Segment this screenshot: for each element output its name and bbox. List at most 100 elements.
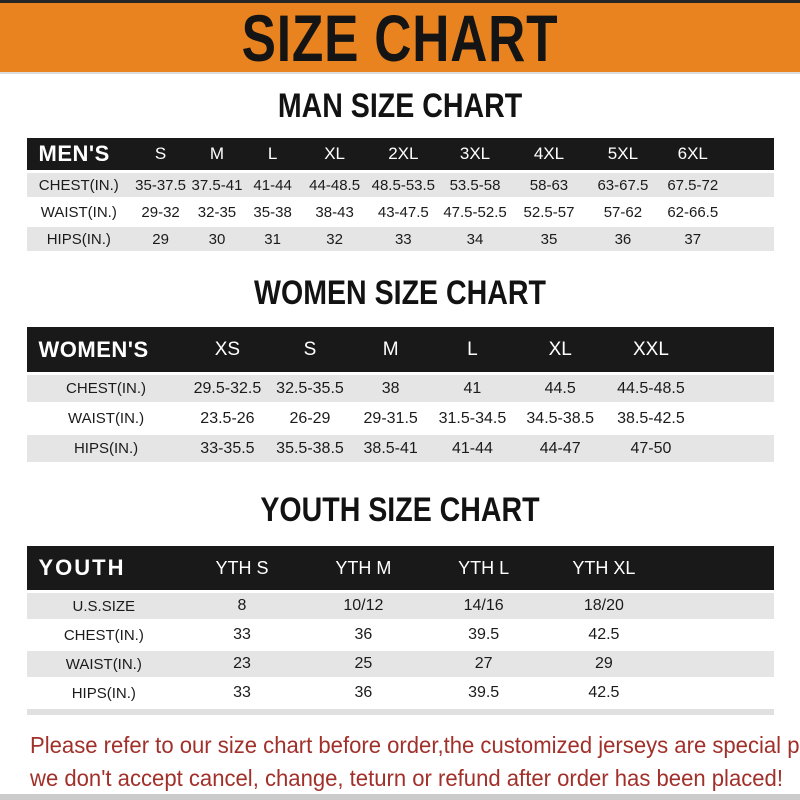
- size-cell: 14/16: [423, 593, 544, 619]
- size-cell: 67.5-72: [659, 173, 727, 197]
- row-filler-cell: [695, 435, 774, 462]
- size-cell: 33: [367, 227, 439, 251]
- row-filler-cell: [695, 405, 774, 432]
- section-heading: MAN SIZE CHART: [277, 87, 523, 125]
- size-cell: 44-48.5: [301, 173, 368, 197]
- size-cell: 38.5-41: [350, 435, 431, 462]
- size-chart-sections: MAN SIZE CHART MEN'S S M L XL 2XL 3XL 4XL 5XL 6XL C…: [0, 87, 800, 715]
- size-cell: 42.5: [543, 680, 665, 706]
- size-cell: 33: [181, 622, 303, 648]
- row-filler-cell: [695, 375, 774, 402]
- size-cell: 29-31.5: [350, 405, 431, 432]
- size-cell: 43-47.5: [367, 200, 439, 224]
- disclaimer-line-1: Please refer to our size chart before or…: [30, 732, 800, 758]
- size-cell: 53.5-58: [438, 173, 512, 197]
- size-cell: 41-44: [243, 173, 302, 197]
- size-table: WOMEN'S XS S M L XL XXL CHEST(IN.) 29.5-32.5 32.5…: [26, 324, 774, 465]
- column-header: YTH M: [302, 546, 424, 590]
- table-header-row: MEN'S S M L XL 2XL 3XL 4XL 5XL 6XL: [26, 138, 774, 170]
- size-cell: 47-50: [606, 435, 696, 462]
- size-cell: 25: [302, 651, 424, 677]
- row-filler-cell: [664, 593, 774, 619]
- disclaimer-line-2: we don't accept cancel, change, teturn o…: [30, 765, 783, 791]
- size-table: MEN'S S M L XL 2XL 3XL 4XL 5XL 6XL CHEST(IN.) 35-37…: [26, 135, 774, 254]
- column-header: S: [269, 327, 351, 372]
- size-cell: 52.5-57: [511, 200, 587, 224]
- size-cell: 23: [181, 651, 303, 677]
- column-header: YTH L: [423, 546, 544, 590]
- size-cell: 10/12: [302, 593, 424, 619]
- size-cell: 37.5-41: [190, 173, 244, 197]
- column-header: XXL: [606, 327, 696, 372]
- table-row: CHEST(IN.) 29.5-32.5 32.5-35.5 38 41 44.5 44.5…: [26, 375, 774, 402]
- column-header: YTH S: [181, 546, 303, 590]
- row-label: CHEST(IN.): [26, 173, 132, 197]
- size-cell: 35.5-38.5: [269, 435, 351, 462]
- column-header: YTH XL: [543, 546, 665, 590]
- column-header: 4XL: [511, 138, 587, 170]
- row-filler-cell: [664, 680, 774, 706]
- size-table: YOUTH YTH S YTH M YTH L YTH XL U.S.SIZE 8 10/12…: [26, 543, 774, 715]
- size-cell: 32: [301, 227, 368, 251]
- column-header: L: [243, 138, 302, 170]
- size-cell: 30: [190, 227, 244, 251]
- table-row: CHEST(IN.) 35-37.5 37.5-41 41-44 44-48.5 48.5…: [26, 173, 774, 197]
- size-cell: 29-32: [131, 200, 191, 224]
- size-cell: 36: [586, 227, 660, 251]
- table-corner-label: YOUTH: [26, 546, 182, 590]
- row-label: CHEST(IN.): [26, 622, 182, 648]
- row-label: WAIST(IN.): [26, 405, 186, 432]
- section-youth: YOUTH SIZE CHART YOUTH YTH S YTH M YTH L YTH …: [0, 491, 800, 715]
- column-header: XL: [301, 138, 368, 170]
- size-cell: 58-63: [511, 173, 587, 197]
- size-cell: 34: [438, 227, 512, 251]
- size-cell: 35-38: [243, 200, 302, 224]
- size-cell: 29: [543, 651, 665, 677]
- size-cell: 44.5: [514, 375, 607, 402]
- size-cell: 37: [659, 227, 727, 251]
- size-cell: 47.5-52.5: [438, 200, 512, 224]
- size-cell: 42.5: [543, 622, 665, 648]
- size-cell: 26-29: [269, 405, 351, 432]
- row-filler-cell: [726, 200, 774, 224]
- table-row: HIPS(IN.) 29 30 31 32 33 34 35 36 37: [26, 227, 774, 251]
- size-cell: 38.5-42.5: [606, 405, 696, 432]
- size-cell: 18/20: [543, 593, 665, 619]
- page-title: SIZE CHART: [241, 0, 559, 75]
- size-cell: 32-35: [190, 200, 244, 224]
- size-cell: 23.5-26: [185, 405, 270, 432]
- row-label: WAIST(IN.): [26, 200, 132, 224]
- section-heading: WOMEN SIZE CHART: [254, 274, 546, 312]
- column-header: 3XL: [438, 138, 512, 170]
- size-cell: 31.5-34.5: [430, 405, 515, 432]
- header-filler-cell: [695, 327, 774, 372]
- table-row: WAIST(IN.) 23.5-26 26-29 29-31.5 31.5-34.5 34…: [26, 405, 774, 432]
- size-cell: 39.5: [423, 622, 544, 648]
- size-cell: 33-35.5: [185, 435, 270, 462]
- size-cell: 38: [350, 375, 431, 402]
- size-cell: 29: [131, 227, 191, 251]
- size-cell: 39.5: [423, 680, 544, 706]
- table-row: CHEST(IN.) 33 36 39.5 42.5: [26, 622, 774, 648]
- row-filler-cell: [726, 227, 774, 251]
- row-label: HIPS(IN.): [26, 227, 132, 251]
- section-women: WOMEN SIZE CHART WOMEN'S XS S M L XL XXL CHEST(I…: [0, 274, 800, 465]
- column-header: S: [131, 138, 191, 170]
- table-row: U.S.SIZE 8 10/12 14/16 18/20: [26, 593, 774, 619]
- column-header: M: [190, 138, 244, 170]
- size-cell: 41: [430, 375, 515, 402]
- size-cell: 35-37.5: [131, 173, 191, 197]
- size-cell: 44-47: [514, 435, 607, 462]
- column-header: L: [430, 327, 515, 372]
- column-header: XS: [185, 327, 270, 372]
- size-cell: 63-67.5: [586, 173, 660, 197]
- table-row: HIPS(IN.) 33-35.5 35.5-38.5 38.5-41 41-44 44-…: [26, 435, 774, 462]
- table-header-row: WOMEN'S XS S M L XL XXL: [26, 327, 774, 372]
- table-corner-label: MEN'S: [26, 138, 132, 170]
- row-filler-cell: [726, 173, 774, 197]
- header-filler-cell: [664, 546, 774, 590]
- row-label: U.S.SIZE: [26, 593, 182, 619]
- size-cell: 44.5-48.5: [606, 375, 696, 402]
- size-cell: 31: [243, 227, 302, 251]
- size-cell: 34.5-38.5: [514, 405, 607, 432]
